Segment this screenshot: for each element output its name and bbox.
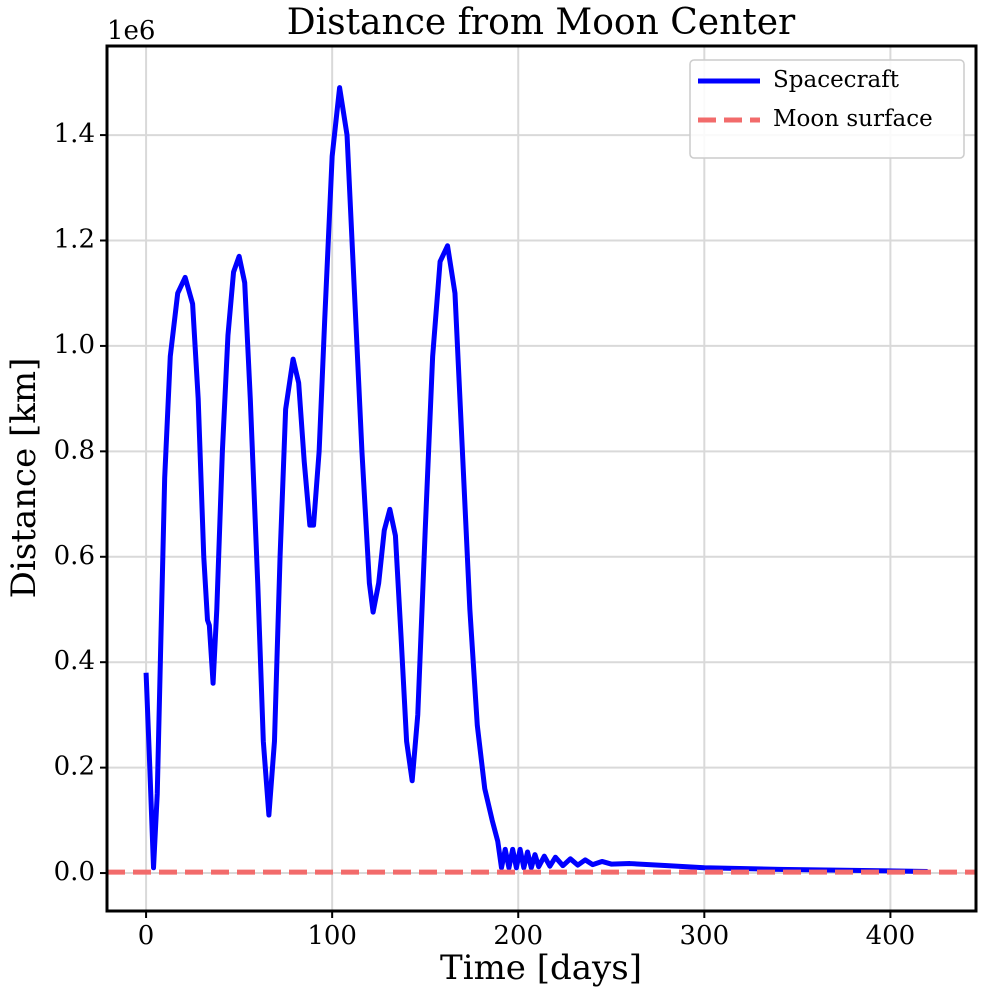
x-tick-label: 200: [493, 921, 543, 951]
y-tick-label: 0.0: [54, 857, 95, 887]
x-tick-label: 300: [680, 921, 730, 951]
data-line: [143, 85, 928, 874]
y-tick-label: 0.8: [54, 435, 95, 465]
y-axis-label: Distance [km]: [4, 358, 44, 599]
x-tick-label: 400: [866, 921, 916, 951]
y-tick-label: 1.4: [54, 119, 95, 149]
legend-label: Moon surface: [773, 106, 933, 132]
y-tick-label: 1.0: [54, 330, 95, 360]
legend: Spacecraft Moon surface: [689, 59, 965, 159]
legend-box: [689, 59, 965, 159]
chart-title: Distance from Moon Center: [287, 2, 796, 43]
legend-label: Spacecraft: [773, 67, 900, 93]
y-offset-label: 1e6: [107, 16, 155, 46]
y-tick-label: 1.2: [54, 225, 95, 255]
y-tick-label: 0.2: [54, 752, 95, 782]
y-tick-label: 0.6: [54, 541, 95, 571]
y-tick-label: 0.4: [54, 646, 95, 676]
x-axis-label: Time [days]: [440, 948, 642, 988]
x-tick-label: 100: [307, 921, 357, 951]
plot-frame: [105, 44, 978, 913]
x-tick-label: 0: [138, 921, 155, 951]
